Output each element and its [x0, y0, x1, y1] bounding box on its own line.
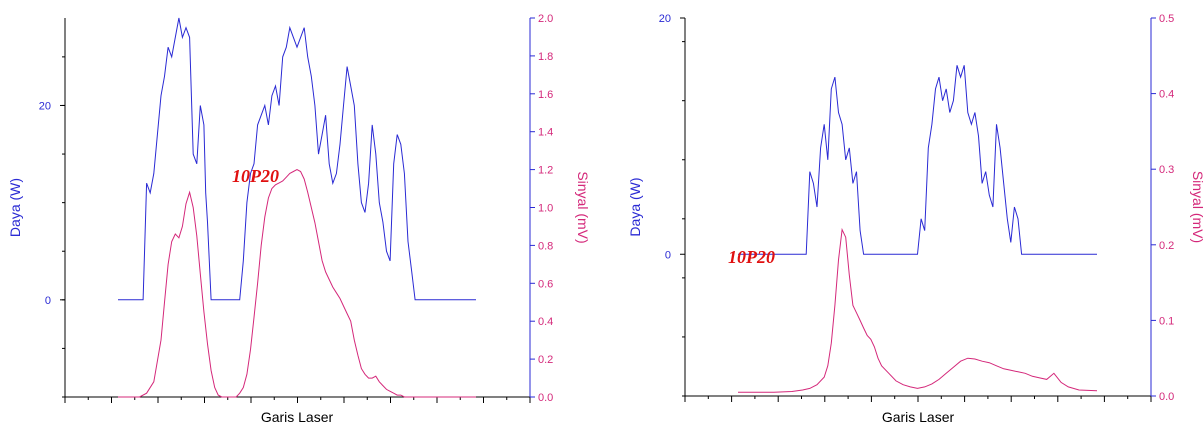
y-right-tick-label: 0.8	[538, 240, 553, 252]
annotation-label: 10P20	[232, 166, 279, 186]
x-axis-title: Garis Laser	[882, 409, 955, 425]
y-right-tick-label: 0.5	[1159, 13, 1174, 25]
power-series-line	[118, 17, 476, 301]
y-right-tick-label: 1.8	[538, 51, 553, 63]
y-right-tick-label: 1.6	[538, 89, 553, 101]
chart-left: 0 20 0.0 0.2 0.4 0.6 0.8 1.0 1.2 1.4 1.6 1.8 2.0 Gari…	[7, 13, 591, 425]
power-series-line	[738, 65, 1097, 255]
annotation-label: 10P20	[728, 247, 775, 267]
y-right-tick-label: 0.4	[538, 316, 553, 328]
y-left-axis-title: Daya (W)	[7, 178, 23, 237]
x-axis-title: Garis Laser	[261, 409, 334, 425]
y-right-tick-label: 1.0	[538, 203, 553, 215]
signal-series-line	[118, 169, 476, 398]
y-right-tick-label: 0.0	[1159, 391, 1174, 403]
y-right-tick-label: 0.3	[1159, 164, 1174, 176]
y-right-tick-label: 1.4	[538, 127, 553, 139]
y-right-tick-label: 0.2	[538, 354, 553, 366]
chart-right: 0 20 0.0 0.1 0.2 0.3 0.4 0.5 Garis Laser Daya (W)…	[627, 13, 1203, 425]
signal-series-line	[738, 227, 1098, 393]
y-right-axis-title: Sinyal (mV)	[575, 171, 591, 243]
y-right-axis-title: Sinyal (mV)	[1190, 171, 1203, 243]
y-left-tick-label: 20	[659, 13, 671, 25]
y-left-tick-label: 0	[45, 295, 51, 307]
y-right-tick-label: 0.2	[1159, 240, 1174, 252]
y-right-tick-label: 0.0	[538, 392, 553, 404]
y-left-tick-label: 0	[665, 249, 671, 261]
y-left-tick-label: 20	[39, 100, 51, 112]
y-right-tick-label: 0.6	[538, 278, 553, 290]
y-right-tick-label: 0.1	[1159, 315, 1174, 327]
y-left-axis-title: Daya (W)	[627, 177, 643, 236]
y-right-tick-label: 0.4	[1159, 89, 1174, 101]
y-right-tick-label: 2.0	[538, 13, 553, 25]
y-right-tick-label: 1.2	[538, 165, 553, 177]
